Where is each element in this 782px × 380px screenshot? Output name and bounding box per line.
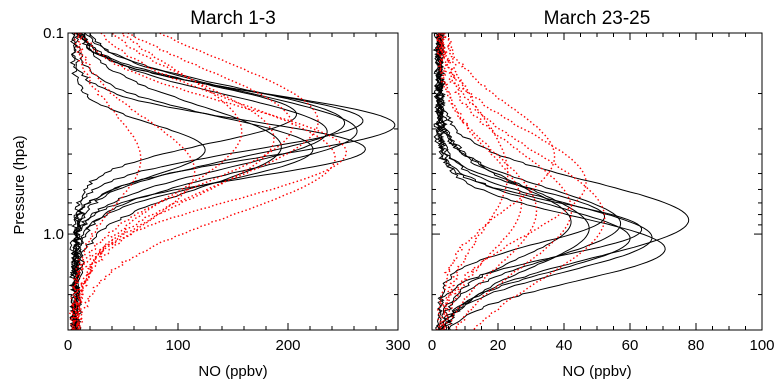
series-profile-dotted [69,33,294,330]
y-tick-label: 1.0 [43,226,64,243]
y-tick-label: 0.1 [43,25,64,42]
series-profile-dotted [71,33,142,330]
series-profile-solid [434,33,572,330]
series-profile-solid [433,33,653,330]
x-axis-label: NO (ppbv) [198,363,267,380]
series-profile-solid [73,33,358,330]
plot-frame [431,32,763,331]
plot-area [68,33,396,330]
x-tick-label: 300 [385,337,410,354]
panel-march-1-3: March 1-3 NO (ppbv) 0 100 200 300 0.1 1.0 [43,8,410,380]
x-axis-label: NO (ppbv) [562,363,631,380]
series-profile-solid [436,33,666,330]
series-profile-dotted [438,33,573,330]
series-profile-solid [435,33,606,330]
series-profile-dotted [73,33,319,330]
panel-march-23-25: March 23-25 NO (ppbv) 0 20 40 60 80 100 [428,8,775,380]
plot-frame [67,32,399,331]
series-profile-solid [71,33,396,330]
x-tick-label: 0 [428,337,436,354]
series-profile-dotted [435,33,556,330]
x-tick-label: 20 [490,337,507,354]
x-tick-label: 80 [688,337,705,354]
plot-area [432,33,690,330]
series-profile-dotted [68,33,348,330]
panel-title: March 23-25 [544,8,651,29]
x-tick-label: 40 [556,337,573,354]
series-profile-solid [70,33,346,330]
series-profile-dotted [76,33,336,330]
series-profile-dotted [434,33,538,330]
x-tick-label: 60 [622,337,639,354]
x-tick-label: 200 [275,337,300,354]
series-profile-dotted [70,33,196,330]
x-tick-label: 100 [749,337,774,354]
series-profile-solid [72,33,314,330]
x-tick-label: 100 [165,337,190,354]
panel-title: March 1-3 [190,8,276,29]
series-profile-dotted [74,33,243,330]
x-tick-label: 0 [64,337,72,354]
series-profile-dotted [434,33,523,330]
y-axis-label: Pressure (hpa) [11,135,28,234]
